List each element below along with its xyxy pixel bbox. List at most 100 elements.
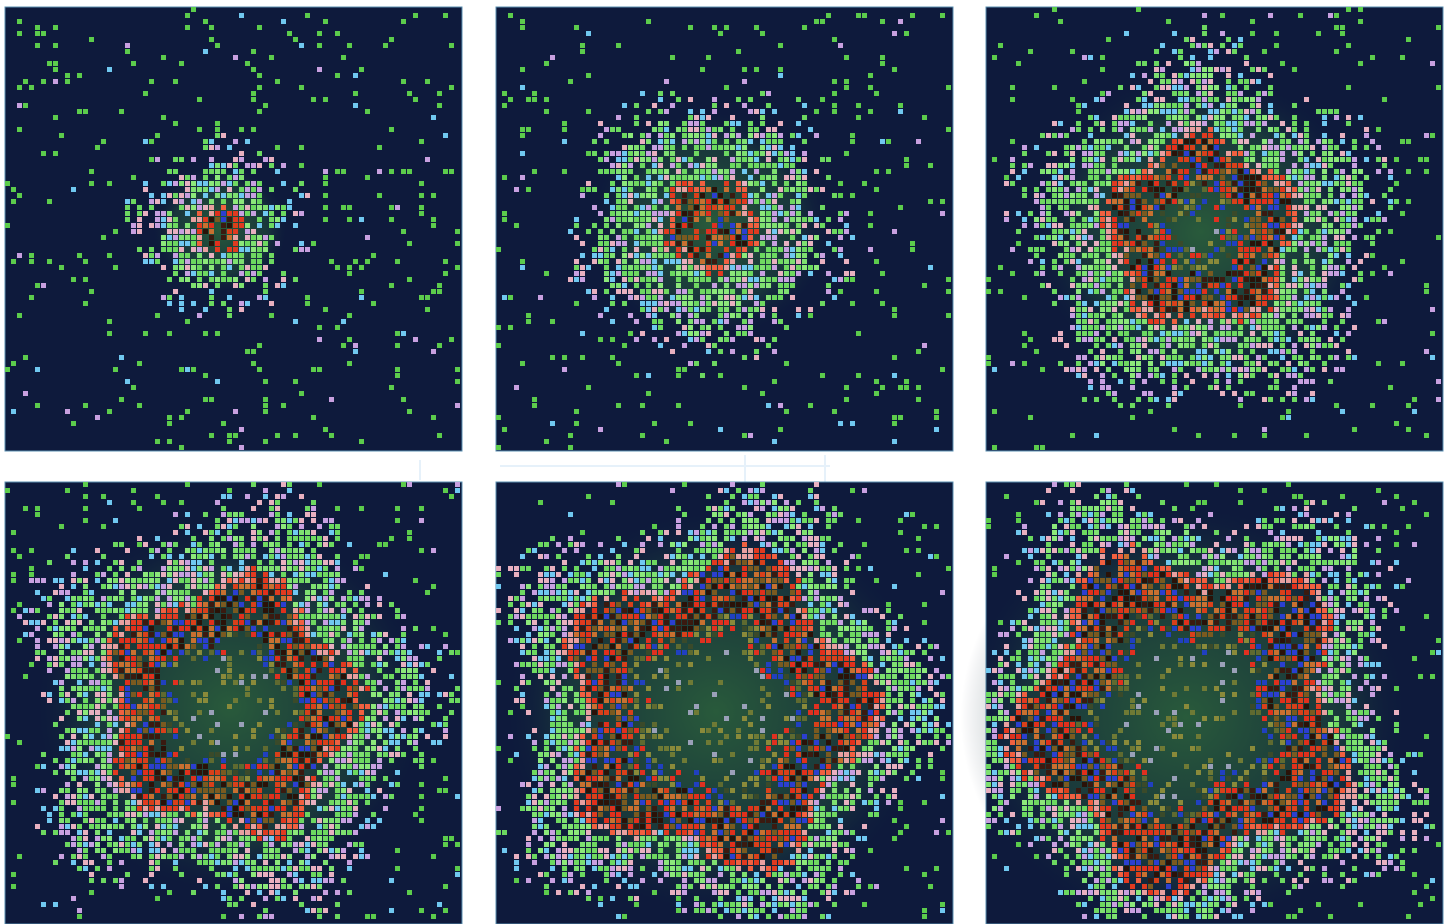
cell xyxy=(1226,79,1231,84)
cell xyxy=(1226,385,1231,390)
cell xyxy=(1160,337,1165,342)
cell xyxy=(251,199,256,204)
cell xyxy=(347,337,352,342)
cell xyxy=(197,734,202,739)
cell xyxy=(1256,91,1261,96)
cell xyxy=(191,794,196,799)
cell xyxy=(1262,139,1267,144)
cell xyxy=(1136,265,1141,270)
cell xyxy=(760,313,765,318)
cell xyxy=(1178,295,1183,300)
cell xyxy=(1100,139,1105,144)
cell xyxy=(730,163,735,168)
cell xyxy=(131,710,136,715)
cell xyxy=(1064,187,1069,192)
cell xyxy=(1232,313,1237,318)
cell xyxy=(700,271,705,276)
cell xyxy=(634,295,639,300)
cell xyxy=(167,548,172,553)
cell xyxy=(904,163,909,168)
cell xyxy=(203,217,208,222)
cell xyxy=(1220,157,1225,162)
cell xyxy=(1244,295,1249,300)
cell xyxy=(568,79,573,84)
cell xyxy=(239,259,244,264)
cell xyxy=(143,211,148,216)
cell xyxy=(1142,319,1147,324)
cell xyxy=(1232,85,1237,90)
cell xyxy=(1196,73,1201,78)
cell xyxy=(652,199,657,204)
cell xyxy=(1292,211,1297,216)
cell xyxy=(1328,247,1333,252)
cell xyxy=(17,103,22,108)
cell xyxy=(149,668,154,673)
cell xyxy=(203,860,208,865)
cell xyxy=(1238,97,1243,102)
cell xyxy=(1274,253,1279,258)
cell xyxy=(1190,307,1195,312)
cell xyxy=(47,812,52,817)
cell xyxy=(245,265,250,270)
cell xyxy=(520,85,525,90)
cell xyxy=(688,235,693,240)
cell xyxy=(1058,295,1063,300)
cell xyxy=(359,67,364,72)
cell xyxy=(125,812,130,817)
cell xyxy=(826,175,831,180)
cell xyxy=(203,770,208,775)
cell xyxy=(1070,217,1075,222)
cell xyxy=(167,650,172,655)
cell xyxy=(1310,379,1315,384)
cell xyxy=(544,61,549,66)
cell xyxy=(191,283,196,288)
cell xyxy=(712,205,717,210)
cell xyxy=(185,812,190,817)
cell xyxy=(790,283,795,288)
cell xyxy=(95,415,100,420)
cell xyxy=(1226,157,1231,162)
cell xyxy=(167,662,172,667)
cell xyxy=(1142,151,1147,156)
simulation-panel xyxy=(986,7,1443,451)
cell xyxy=(1214,259,1219,264)
cell xyxy=(688,271,693,276)
cell xyxy=(1238,355,1243,360)
cell xyxy=(1238,133,1243,138)
cell xyxy=(227,307,232,312)
cell xyxy=(1232,307,1237,312)
cell xyxy=(508,13,513,18)
cell xyxy=(1160,361,1165,366)
cell xyxy=(167,331,172,336)
cell xyxy=(191,602,196,607)
cell xyxy=(760,301,765,306)
cell xyxy=(233,193,238,198)
cell xyxy=(1082,217,1087,222)
cell xyxy=(772,211,777,216)
cell xyxy=(808,403,813,408)
cell xyxy=(1208,385,1213,390)
cell xyxy=(1082,223,1087,228)
cell xyxy=(107,650,112,655)
cell xyxy=(1154,109,1159,114)
cell xyxy=(1232,265,1237,270)
cell xyxy=(1292,67,1297,72)
cell xyxy=(784,187,789,192)
cell xyxy=(83,854,88,859)
cell xyxy=(1232,109,1237,114)
cell xyxy=(197,680,202,685)
cell xyxy=(101,235,106,240)
cell xyxy=(149,812,154,817)
cell xyxy=(119,848,124,853)
cell xyxy=(65,800,70,805)
cell xyxy=(1316,235,1321,240)
cell xyxy=(197,620,202,625)
cell xyxy=(1304,379,1309,384)
cell xyxy=(622,145,627,150)
cell xyxy=(191,175,196,180)
cell xyxy=(652,169,657,174)
cell xyxy=(676,331,681,336)
cell xyxy=(77,656,82,661)
cell xyxy=(1154,49,1159,54)
cell xyxy=(1220,13,1225,18)
